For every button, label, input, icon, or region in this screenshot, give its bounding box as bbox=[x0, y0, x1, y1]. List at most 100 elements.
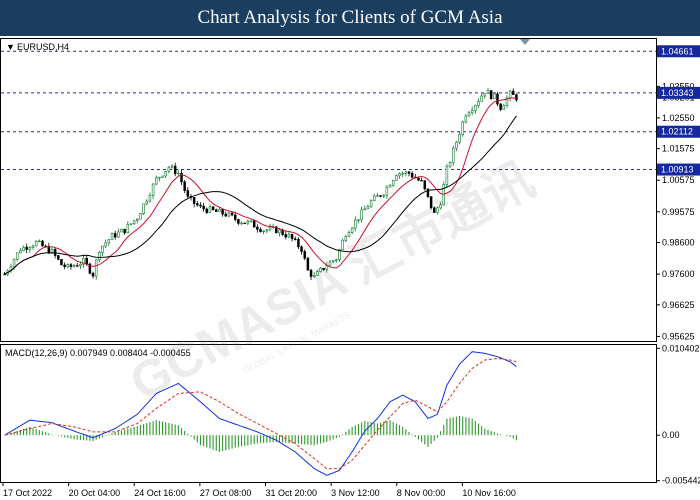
candle-body bbox=[154, 177, 158, 185]
candle-body bbox=[445, 166, 449, 185]
macd-axis: 0.010402 0.00 -0.005442 bbox=[656, 343, 700, 486]
price-tick-label: 1.00575 bbox=[662, 175, 695, 185]
candle-body bbox=[436, 207, 439, 213]
candle-body bbox=[379, 195, 382, 197]
candle-body bbox=[79, 264, 82, 267]
candle-body bbox=[316, 271, 319, 276]
candle-body bbox=[259, 229, 262, 232]
symbol-label: EURUSD,H4 bbox=[17, 42, 69, 52]
time-tick-label: 24 Oct 16:00 bbox=[134, 488, 186, 498]
candle-body bbox=[85, 257, 88, 265]
candle-body bbox=[489, 90, 493, 99]
candle-body bbox=[252, 220, 256, 228]
candle-body bbox=[161, 175, 164, 178]
candle-body bbox=[249, 220, 253, 222]
candle-body bbox=[464, 115, 468, 123]
candle-body bbox=[395, 175, 398, 181]
chart-area: GCMASIA 汇市通讯 GLOBAL CAPITAL MARKETS ▼ EU… bbox=[0, 38, 700, 498]
price-tick-label: 1.02550 bbox=[662, 113, 695, 123]
candle-body bbox=[243, 222, 246, 225]
candle-body bbox=[357, 219, 360, 221]
candle-body bbox=[246, 220, 250, 224]
candle-body bbox=[486, 90, 490, 94]
candle-body bbox=[202, 205, 205, 210]
candle-body bbox=[455, 141, 458, 149]
candle-body bbox=[129, 223, 133, 225]
candle-body bbox=[287, 233, 291, 238]
candle-body bbox=[496, 93, 499, 105]
candle-body bbox=[177, 172, 180, 175]
candle-body bbox=[158, 176, 161, 179]
candle-body bbox=[319, 267, 322, 272]
candle-body bbox=[372, 195, 376, 201]
candle-body bbox=[230, 212, 234, 216]
candle-body bbox=[461, 121, 464, 135]
candle-body bbox=[82, 257, 85, 265]
time-tick-label: 31 Oct 20:00 bbox=[266, 488, 318, 498]
candle-body bbox=[183, 181, 186, 191]
candle-body bbox=[25, 246, 28, 250]
candle-body bbox=[508, 90, 512, 99]
macd-line bbox=[4, 351, 517, 476]
level-label: 1.03343 bbox=[661, 88, 694, 98]
candle-body bbox=[328, 261, 332, 266]
candle-body bbox=[278, 229, 281, 234]
candle-body bbox=[240, 222, 243, 225]
candle-body bbox=[28, 247, 32, 250]
candle-body bbox=[15, 252, 19, 260]
time-tick-label: 3 Nov 12:00 bbox=[331, 488, 380, 498]
candle-body bbox=[350, 227, 354, 233]
candle-body bbox=[132, 220, 136, 224]
candle-body bbox=[237, 219, 240, 224]
candle-body bbox=[306, 257, 310, 271]
level-label: 1.00913 bbox=[661, 165, 694, 175]
candle-body bbox=[88, 263, 92, 274]
collapse-arrow-icon[interactable]: ▼ bbox=[6, 42, 15, 52]
candle-body bbox=[63, 264, 66, 268]
level-label-box bbox=[657, 163, 700, 176]
level-label: 1.04661 bbox=[661, 46, 694, 56]
candle-body bbox=[215, 209, 218, 212]
candle-body bbox=[493, 93, 496, 99]
candle-body bbox=[126, 224, 130, 234]
candle-body bbox=[211, 206, 215, 211]
candle-body bbox=[284, 234, 288, 238]
candle-body bbox=[423, 180, 427, 190]
candle-body bbox=[275, 226, 278, 234]
candle-body bbox=[499, 103, 502, 110]
candle-body bbox=[420, 179, 423, 182]
candle-body bbox=[205, 208, 209, 213]
candle-body bbox=[265, 229, 269, 232]
time-tick-label: 10 Nov 16:00 bbox=[462, 488, 516, 498]
candle-body bbox=[167, 166, 171, 172]
candle-body bbox=[401, 173, 404, 175]
candle-body bbox=[208, 206, 212, 213]
macd-tick-label: 0.010402 bbox=[662, 343, 700, 353]
candle-body bbox=[142, 203, 145, 214]
candle-body bbox=[354, 219, 357, 229]
horizontal-levels: 1.04661 1.03343 1.02112 1.00913 bbox=[1, 45, 700, 176]
candle-body bbox=[369, 200, 373, 208]
candle-body bbox=[312, 275, 316, 277]
price-tick-label: 1.01575 bbox=[662, 144, 695, 154]
candle-body bbox=[151, 183, 155, 196]
candle-body bbox=[145, 200, 149, 205]
candle-body bbox=[192, 197, 196, 204]
candle-body bbox=[148, 195, 152, 202]
candle-body bbox=[117, 231, 120, 238]
candle-body bbox=[388, 185, 392, 188]
candle-body bbox=[433, 207, 436, 213]
price-tick-label: 1.03550 bbox=[662, 81, 695, 91]
candle-body bbox=[139, 213, 142, 220]
candle-body bbox=[256, 226, 259, 230]
candle-body bbox=[410, 173, 414, 178]
shift-marker-icon[interactable] bbox=[520, 39, 530, 45]
macd-panel-frame bbox=[0, 344, 657, 483]
candle-body bbox=[12, 259, 16, 268]
time-tick-label: 27 Oct 08:00 bbox=[200, 488, 252, 498]
candle-body bbox=[104, 242, 107, 247]
page-title: Chart Analysis for Clients of GCM Asia bbox=[0, 0, 700, 36]
candle-body bbox=[31, 245, 35, 248]
candle-body bbox=[474, 105, 477, 111]
candlesticks bbox=[3, 88, 518, 281]
